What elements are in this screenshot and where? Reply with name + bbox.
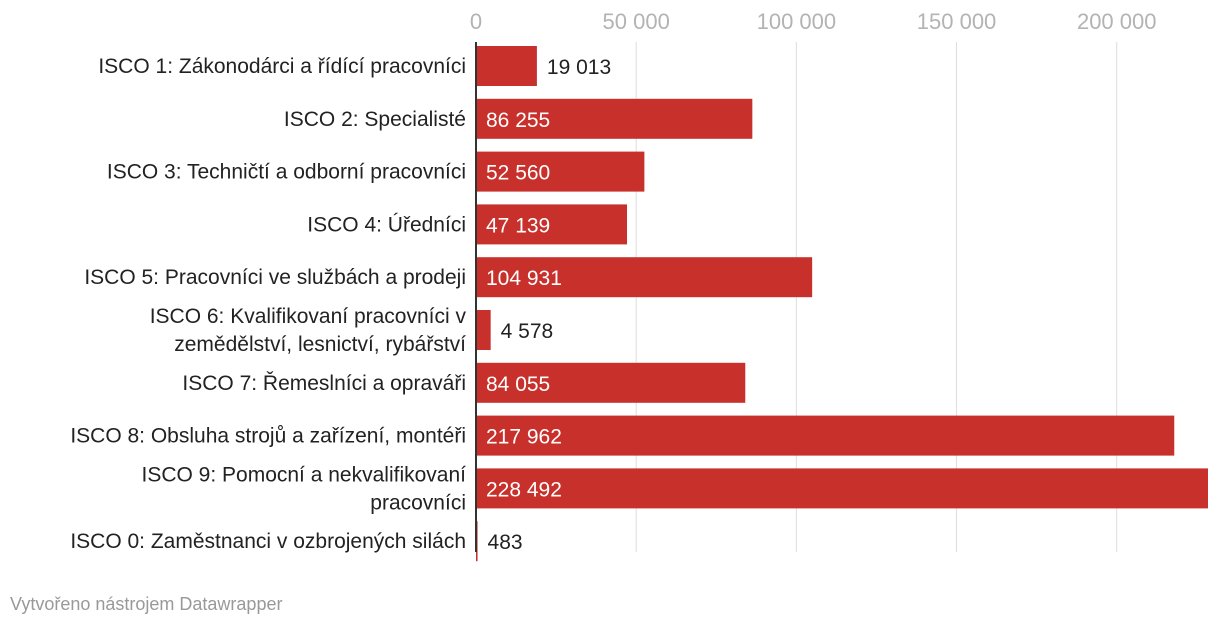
bar (476, 98, 753, 139)
bar (476, 257, 813, 298)
x-tick-label: 200 000 (1077, 9, 1157, 34)
credit-text: Vytvořeno nástrojem Datawrapper (10, 594, 283, 614)
value-label: 4 578 (501, 320, 554, 343)
value-label: 483 (488, 531, 523, 554)
category-label: ISCO 7: Řemeslníci a opraváři (182, 372, 466, 395)
bar (476, 46, 537, 86)
value-label: 52 560 (486, 162, 550, 185)
category-label: ISCO 4: Úředníci (307, 213, 466, 236)
category-label: zemědělství, lesnictví, rybářství (174, 333, 466, 356)
bar (476, 151, 645, 192)
bar (476, 362, 746, 403)
value-label: 19 013 (547, 56, 611, 79)
category-label: pracovníci (370, 491, 466, 514)
category-label: ISCO 0: Zaměstnanci v ozbrojených silách (70, 530, 466, 553)
value-label: 47 139 (486, 214, 550, 237)
bar (476, 468, 1208, 509)
category-label: ISCO 1: Zákonodárci a řídící pracovníci (98, 55, 466, 78)
x-tick-label: 50 000 (603, 9, 670, 34)
bar (476, 204, 628, 245)
category-label: ISCO 6: Kvalifikovaní pracovníci v (150, 305, 467, 328)
x-tick-label: 150 000 (917, 9, 997, 34)
category-label: ISCO 2: Specialisté (284, 108, 466, 131)
value-label: 217 962 (486, 426, 562, 449)
x-tick-label: 0 (470, 9, 482, 34)
bar (476, 310, 491, 350)
value-label: 104 931 (486, 267, 562, 290)
value-label: 86 255 (486, 109, 550, 132)
value-label: 84 055 (486, 373, 550, 396)
bar (476, 415, 1175, 456)
category-label: ISCO 9: Pomocní a nekvalifikovaní (142, 463, 467, 486)
category-label: ISCO 3: Techničtí a odborní pracovníci (107, 161, 466, 184)
x-tick-label: 100 000 (757, 9, 837, 34)
category-label: ISCO 5: Pracovníci ve službách a prodeji (84, 266, 466, 289)
category-label: ISCO 8: Obsluha strojů a zařízení, monté… (70, 425, 466, 448)
value-label: 228 492 (486, 478, 562, 501)
